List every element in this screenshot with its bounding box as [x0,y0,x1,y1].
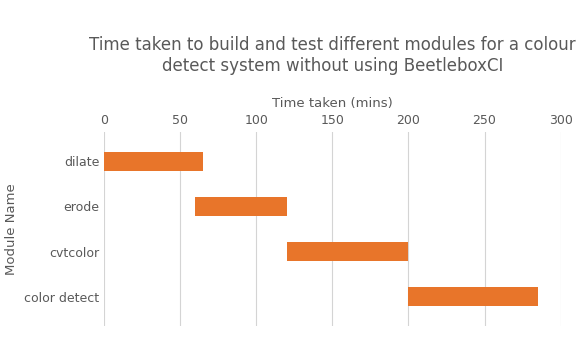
Title: Time taken to build and test different modules for a colour
detect system withou: Time taken to build and test different m… [89,36,576,75]
X-axis label: Time taken (mins): Time taken (mins) [272,97,392,110]
Y-axis label: Module Name: Module Name [6,183,18,275]
